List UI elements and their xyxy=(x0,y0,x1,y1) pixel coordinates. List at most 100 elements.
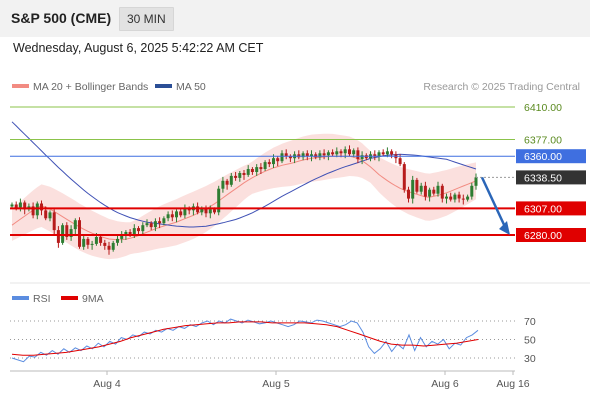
rsi-legend-swatch xyxy=(12,296,29,300)
candle-body xyxy=(259,167,263,170)
candle-body xyxy=(204,208,208,214)
candle-body xyxy=(360,155,364,160)
candle-body xyxy=(52,212,56,231)
ma20-legend-label: MA 20 + Bollinger Bands xyxy=(33,81,148,93)
ma50-line xyxy=(11,121,477,228)
candle-body xyxy=(284,153,288,157)
candle-body xyxy=(14,204,18,208)
candle-body xyxy=(288,156,292,159)
candle-body xyxy=(419,185,423,192)
candle-body xyxy=(56,230,60,243)
candle-body xyxy=(381,152,385,155)
candle-body xyxy=(466,196,470,200)
candle-body xyxy=(145,223,149,226)
candle-body xyxy=(132,228,136,235)
candle-body xyxy=(124,232,128,235)
rsi-level-label-30: 30 xyxy=(524,353,536,365)
candle-body xyxy=(120,235,124,239)
rsi-ma-legend-label: 9MA xyxy=(82,293,104,305)
level-label-6338.50: 6338.50 xyxy=(524,172,562,184)
candle-body xyxy=(48,212,52,219)
candle-body xyxy=(267,162,271,165)
candle-body xyxy=(73,220,77,230)
candle-body xyxy=(242,173,246,175)
forecast-arrow-line xyxy=(480,176,508,230)
candle-body xyxy=(255,167,259,172)
candle-body xyxy=(390,151,394,155)
candle-body xyxy=(385,151,389,155)
rsi-level-label-70: 70 xyxy=(524,316,536,328)
candle-body xyxy=(229,175,233,185)
candle-body xyxy=(225,180,229,185)
candle-body xyxy=(470,185,474,197)
candle-body xyxy=(166,214,170,219)
instrument-title: S&P 500 (CME) xyxy=(11,10,112,26)
candle-body xyxy=(356,150,360,160)
candle-body xyxy=(40,203,43,211)
level-layer: 6410.00 6377.00 6360.00 6338.50 6307.00 6280.… xyxy=(10,102,586,242)
candle-body xyxy=(137,228,140,232)
level-tag-6307.00 xyxy=(516,201,586,216)
candle-body xyxy=(453,194,457,200)
level-tag-6280.00 xyxy=(516,228,586,242)
candle-body xyxy=(65,225,69,237)
candle-body xyxy=(318,153,322,158)
candle-body xyxy=(407,189,410,199)
candle-body xyxy=(326,152,330,156)
candle-body xyxy=(86,238,90,245)
candle-body xyxy=(94,237,98,244)
rsi-level-label-50: 50 xyxy=(524,335,536,347)
candle-body xyxy=(116,238,119,243)
candle-body xyxy=(343,149,347,154)
candle-body xyxy=(457,194,461,199)
rsi-ma-legend-swatch xyxy=(61,296,78,300)
candle-body xyxy=(301,153,305,158)
candle-body xyxy=(461,198,465,200)
rsi-line xyxy=(11,318,479,363)
candle-body xyxy=(373,154,377,157)
candle-body xyxy=(276,158,280,162)
candle-body xyxy=(162,218,166,224)
candle-body xyxy=(402,164,406,190)
candle-body xyxy=(445,196,448,199)
candle-body xyxy=(423,185,427,197)
candle-body xyxy=(175,211,178,218)
candle-body xyxy=(170,214,174,218)
candle-body xyxy=(200,208,204,213)
candle-body xyxy=(339,151,343,154)
candle-body xyxy=(128,232,132,235)
candle-body xyxy=(411,179,415,199)
candle-body xyxy=(213,209,216,213)
candle-body xyxy=(335,151,339,155)
candle-body xyxy=(310,154,313,157)
candle-body xyxy=(415,179,419,192)
candle-body xyxy=(398,158,402,165)
candle-body xyxy=(272,158,275,165)
ma20-legend-swatch xyxy=(12,84,29,88)
candle-body xyxy=(99,237,103,243)
candle-body xyxy=(10,204,14,207)
candle-body xyxy=(183,208,187,216)
candle-body xyxy=(179,211,183,216)
candle-body xyxy=(432,189,436,194)
ma20-line xyxy=(11,155,477,241)
candle-body xyxy=(158,221,162,224)
candle-body xyxy=(331,152,335,155)
candle-body xyxy=(234,175,238,178)
candle-body xyxy=(78,220,81,247)
level-tag-6360.00 xyxy=(516,149,586,164)
candle-body xyxy=(44,210,48,219)
candle-body xyxy=(474,177,478,186)
candle-body xyxy=(238,173,242,178)
level-label-6377.00: 6377.00 xyxy=(524,135,562,147)
candle-body xyxy=(69,229,73,237)
x-label-Aug 5: Aug 5 xyxy=(262,378,290,390)
candle-body xyxy=(23,202,27,210)
interval-badge[interactable]: 30 MIN xyxy=(119,7,174,31)
candle-body xyxy=(221,180,225,189)
rsi-layer: 70 50 30 xyxy=(10,316,536,365)
candle-body xyxy=(322,153,326,156)
bollinger-band xyxy=(12,133,476,260)
candle-body xyxy=(107,245,111,250)
x-axis-labels: Aug 4 Aug 5 Aug 6 Aug 16 xyxy=(93,371,530,390)
